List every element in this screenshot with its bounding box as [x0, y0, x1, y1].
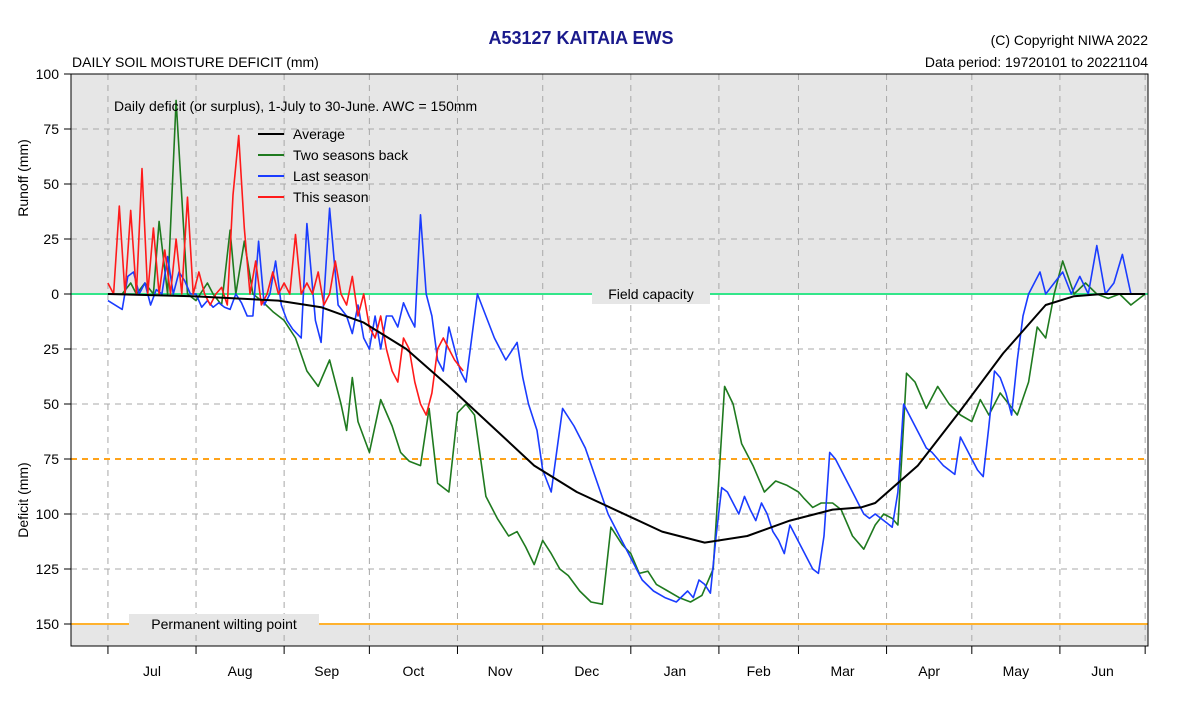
x-tick-label: Oct	[403, 663, 425, 679]
reference-label: Permanent wilting point	[151, 616, 297, 632]
x-tick-label: Apr	[918, 663, 940, 679]
y-tick-label: 25	[43, 341, 59, 357]
plot-frame	[70, 73, 1149, 647]
x-tick-label: Jun	[1091, 663, 1114, 679]
y-tick-label: 50	[43, 396, 59, 412]
copyright-text: (C) Copyright NIWA 2022	[991, 32, 1149, 48]
reference-label-bg	[129, 614, 319, 634]
x-tick-label: May	[1003, 663, 1029, 679]
x-tick-label: Sep	[314, 663, 339, 679]
y-tick-label: 125	[36, 561, 60, 577]
reference-label: Field capacity	[608, 286, 694, 302]
x-tick-label: Aug	[228, 663, 253, 679]
series-line-average	[107, 293, 1146, 544]
legend: Average Two seasons back Last season This s…	[258, 126, 409, 205]
reference-lines: Field capacity Permanent wilting point	[71, 284, 1148, 634]
x-tick-label: Jul	[143, 663, 161, 679]
y-tick-label: 100	[36, 66, 60, 82]
x-tick-label: Jan	[664, 663, 687, 679]
y-axis-label-deficit: Deficit (mm)	[15, 462, 31, 537]
legend-label: This season	[293, 189, 368, 205]
axes: 100 75 50 25 0 25 50 75 100 125 150 Jul Aug Sep Oct Nov…	[36, 66, 1149, 679]
data-period-text: Data period: 19720101 to 20221104	[925, 54, 1148, 70]
chart-annotation: Daily deficit (or surplus), 1-July to 30…	[114, 98, 477, 114]
legend-label: Last season	[293, 168, 369, 184]
x-tick-label: Mar	[830, 663, 854, 679]
legend-label: Average	[293, 126, 345, 142]
y-tick-label: 100	[36, 506, 60, 522]
y-tick-label: 0	[51, 286, 59, 302]
chart-title: A53127 KAITAIA EWS	[488, 28, 673, 48]
chart-subtitle: DAILY SOIL MOISTURE DEFICIT (mm)	[72, 54, 319, 70]
y-axis-label-runoff: Runoff (mm)	[15, 139, 31, 217]
series-lines	[107, 99, 1146, 606]
series-line-this-season	[107, 134, 464, 416]
reference-label-bg	[592, 284, 710, 304]
x-tick-label: Dec	[574, 663, 599, 679]
x-tick-label: Nov	[488, 663, 513, 679]
series-line-last-season	[107, 207, 1146, 603]
y-tick-label: 75	[43, 451, 59, 467]
y-tick-label: 75	[43, 121, 59, 137]
y-tick-label: 25	[43, 231, 59, 247]
y-tick-label: 50	[43, 176, 59, 192]
y-tick-label: 150	[36, 616, 60, 632]
x-tick-label: Feb	[747, 663, 771, 679]
legend-label: Two seasons back	[293, 147, 409, 163]
plot-background-below-wilting	[71, 624, 1148, 646]
